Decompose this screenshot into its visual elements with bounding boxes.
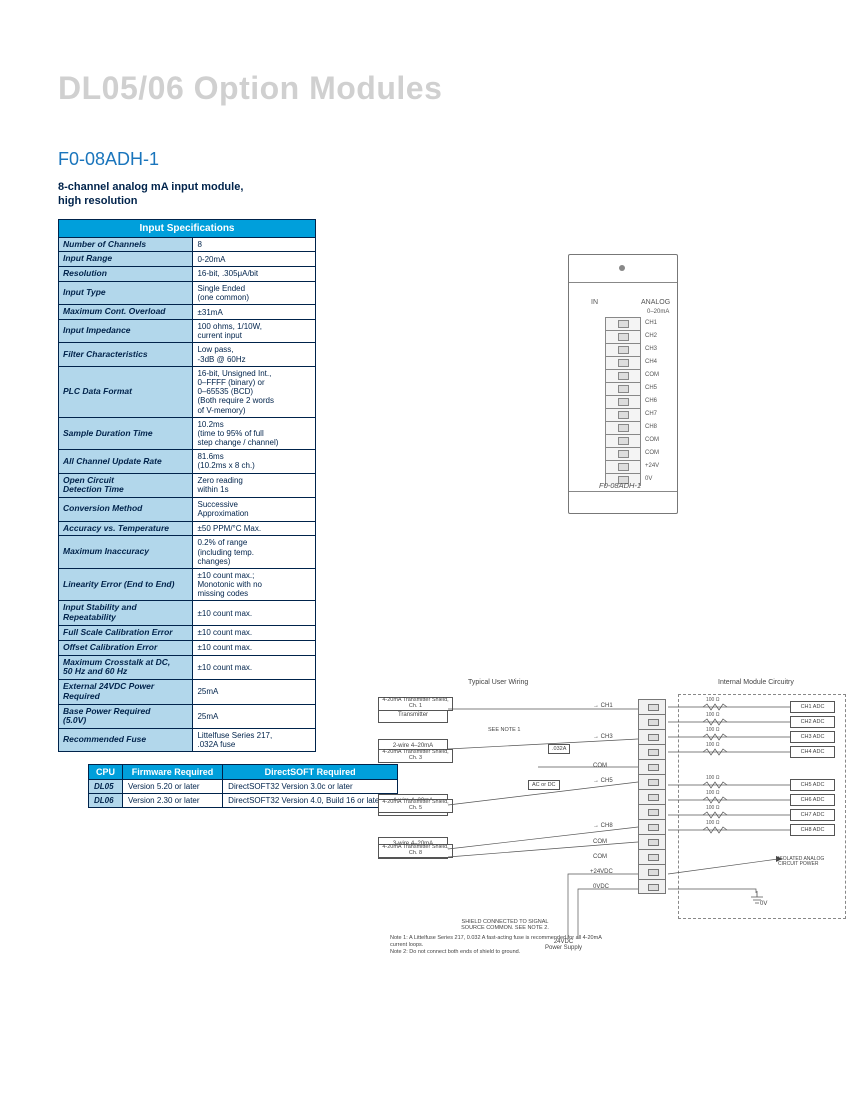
terminal-row: [605, 330, 641, 343]
spec-value: 8: [193, 237, 316, 252]
terminal-row: [605, 343, 641, 356]
spec-label: PLC Data Format: [59, 366, 193, 417]
spec-value: ±10 count max.: [193, 601, 316, 626]
spec-label: Number of Channels: [59, 237, 193, 252]
spec-label: Offset Calibration Error: [59, 640, 193, 655]
spec-label: Maximum Cont. Overload: [59, 305, 193, 320]
terminal-row: [605, 395, 641, 408]
spec-label: Input Stability and Repeatability: [59, 601, 193, 626]
spec-value: ±10 count max.: [193, 640, 316, 655]
terminal-label: COM: [645, 450, 659, 456]
terminal-label: 0V: [645, 476, 652, 482]
spec-label: Base Power Required (5.0V): [59, 704, 193, 729]
spec-label: Linearity Error (End to End): [59, 568, 193, 601]
spec-value: 16-bit, .305μA/bit: [193, 267, 316, 282]
input-spec-table: Input Specifications Number of Channels8…: [58, 219, 316, 753]
spec-value: ±31mA: [193, 305, 316, 320]
terminal-label: CH4: [645, 359, 657, 365]
terminal-label: CH3: [645, 346, 657, 352]
terminal-row: [605, 369, 641, 382]
note-2: Note 2: Do not connect both ends of shie…: [390, 949, 620, 956]
terminal-label: COM: [645, 437, 659, 443]
spec-value: 10.2ms (time to 95% of full step change …: [193, 417, 316, 450]
terminal-row: [605, 447, 641, 460]
spec-label: Recommended Fuse: [59, 729, 193, 752]
terminal-row: [605, 382, 641, 395]
terminal-label: CH1: [645, 320, 657, 326]
terminal-label: COM: [645, 372, 659, 378]
spec-label: Input Impedance: [59, 320, 193, 343]
spec-value: 16-bit, Unsigned Int., 0–FFFF (binary) o…: [193, 366, 316, 417]
module-description: 8-channel analog mA input module, high r…: [58, 180, 805, 209]
terminal-label: CH2: [645, 333, 657, 339]
ds-dl05: DirectSOFT32 Version 3.0c or later: [223, 780, 398, 794]
spec-value: Zero reading within 1s: [193, 473, 316, 498]
spec-value: ±50 PPM/°C Max.: [193, 521, 316, 536]
terminal-row: [605, 421, 641, 434]
wiring-diagram: Typical User Wiring Internal Module Circ…: [378, 679, 850, 999]
spec-value: Littelfuse Series 217, .032A fuse: [193, 729, 316, 752]
spec-value: Low pass, -3dB @ 60Hz: [193, 343, 316, 366]
spec-label: Open Circuit Detection Time: [59, 473, 193, 498]
terminal-row: [605, 356, 641, 369]
cpu-requirements-table: CPU Firmware Required DirectSOFT Require…: [88, 764, 398, 808]
terminal-label: +24V: [645, 463, 659, 469]
spec-label: Maximum Crosstalk at DC, 50 Hz and 60 Hz: [59, 655, 193, 680]
spec-value: 25mA: [193, 680, 316, 705]
cpu-dl05: DL05: [89, 780, 123, 794]
fw-dl06: Version 2.30 or later: [122, 794, 222, 808]
page-title: DL05/06 Option Modules: [58, 70, 805, 107]
spec-value: Successive Approximation: [193, 498, 316, 521]
spec-value: 0.2% of range (including temp. changes): [193, 536, 316, 569]
spec-label: All Channel Update Rate: [59, 450, 193, 473]
spec-label: Sample Duration Time: [59, 417, 193, 450]
terminal-label: CH5: [645, 385, 657, 391]
part-number: F0-08ADH-1: [58, 149, 805, 170]
spec-value: ±10 count max.; Monotonic with no missin…: [193, 568, 316, 601]
spec-label: Maximum Inaccuracy: [59, 536, 193, 569]
fw-dl05: Version 5.20 or later: [122, 780, 222, 794]
spec-value: 100 ohms, 1/10W, current input: [193, 320, 316, 343]
terminal-label: CH7: [645, 411, 657, 417]
spec-value: 0-20mA: [193, 252, 316, 267]
terminal-row: [605, 317, 641, 330]
ds-dl06: DirectSOFT32 Version 4.0, Build 16 or la…: [223, 794, 398, 808]
spec-table-header: Input Specifications: [59, 219, 316, 237]
terminal-row: [605, 408, 641, 421]
module-illustration: IN ANALOG 0–20mA CH1 CH2 CH3 CH4 COM CH5 CH6 CH…: [558, 254, 708, 529]
ds-col-header: DirectSOFT Required: [223, 765, 398, 780]
spec-label: External 24VDC Power Required: [59, 680, 193, 705]
spec-value: ±10 count max.: [193, 625, 316, 640]
terminal-row: [605, 434, 641, 447]
module-label-analog: ANALOG: [641, 299, 670, 306]
terminal-label: CH6: [645, 398, 657, 404]
spec-value: Single Ended (one common): [193, 281, 316, 304]
cpu-dl06: DL06: [89, 794, 123, 808]
spec-label: Full Scale Calibration Error: [59, 625, 193, 640]
spec-label: Input Range: [59, 252, 193, 267]
spec-value: 25mA: [193, 704, 316, 729]
fw-col-header: Firmware Required: [122, 765, 222, 780]
spec-label: Input Type: [59, 281, 193, 304]
terminal-row: [605, 460, 641, 473]
spec-value: ±10 count max.: [193, 655, 316, 680]
spec-label: Resolution: [59, 267, 193, 282]
module-label-range: 0–20mA: [647, 309, 669, 315]
spec-label: Conversion Method: [59, 498, 193, 521]
cpu-col-header: CPU: [89, 765, 123, 780]
spec-value: 81.6ms (10.2ms x 8 ch.): [193, 450, 316, 473]
module-partname: F0-08ADH-1: [599, 481, 641, 490]
spec-label: Filter Characteristics: [59, 343, 193, 366]
module-label-in: IN: [591, 299, 598, 306]
spec-label: Accuracy vs. Temperature: [59, 521, 193, 536]
terminal-label: CH8: [645, 424, 657, 430]
